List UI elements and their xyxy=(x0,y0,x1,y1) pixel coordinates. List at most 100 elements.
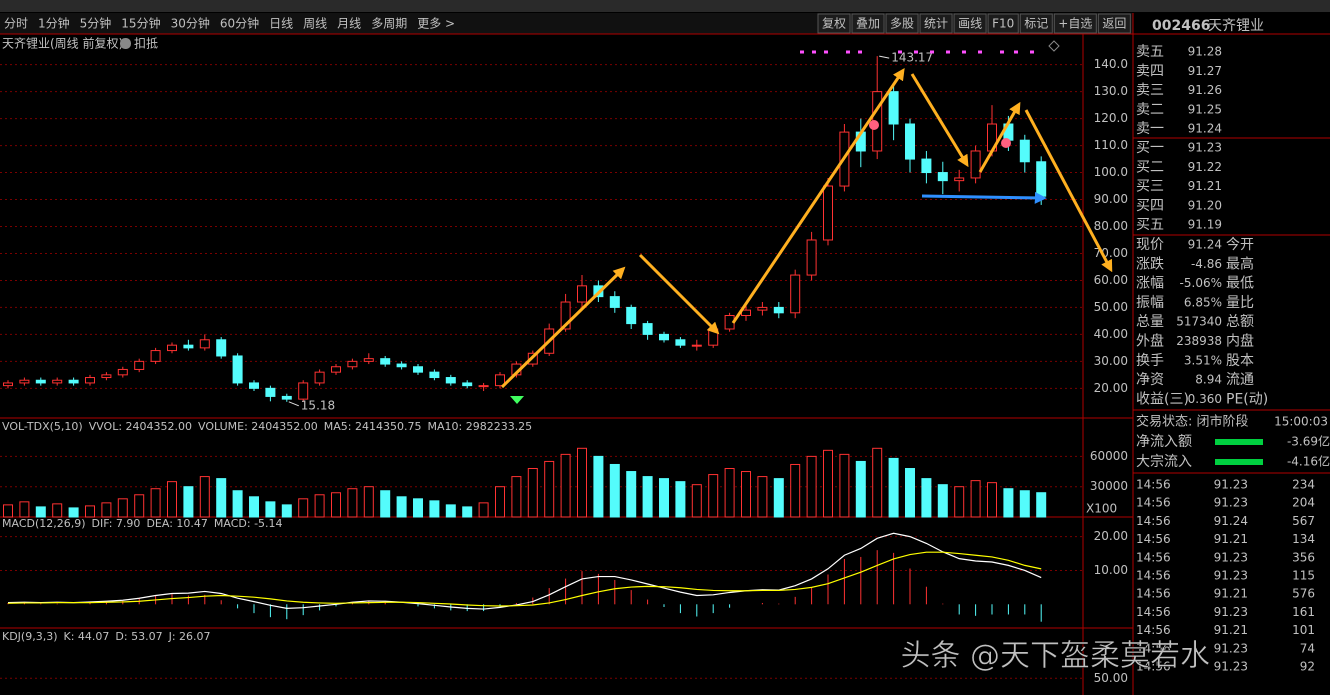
macd-dea-line xyxy=(7,551,1042,607)
tick-price: 91.21 xyxy=(1214,587,1248,601)
macd-dif-line xyxy=(7,532,1042,610)
indicator-header: DIF: 7.90 xyxy=(92,517,141,530)
volume-bar xyxy=(823,449,833,518)
candle-body xyxy=(823,185,833,241)
stat-label: 振幅 xyxy=(1136,295,1164,311)
volume-bar xyxy=(117,498,128,518)
candle-body xyxy=(642,323,653,335)
volume-bar xyxy=(855,460,866,518)
toolbar-button[interactable] xyxy=(987,13,1019,34)
volume-bar xyxy=(806,455,817,518)
candle-body xyxy=(462,382,473,387)
toolbar-button[interactable] xyxy=(953,13,987,34)
candle-body xyxy=(199,339,210,349)
period-tab[interactable]: 月线 xyxy=(337,17,361,31)
stat-value: -4.86 xyxy=(1191,257,1222,271)
volume-bar xyxy=(167,481,177,518)
volume-bar xyxy=(642,476,653,518)
tick-time: 14:56 xyxy=(1136,478,1171,492)
stat-label: 最高 xyxy=(1226,255,1254,272)
volume-bar xyxy=(396,496,407,518)
period-tab[interactable]: 更多 > xyxy=(417,17,455,31)
chart-title: 天齐锂业(周线 前复权) xyxy=(2,36,123,51)
stat-label: 量比 xyxy=(1226,295,1254,311)
volume-bar xyxy=(347,488,358,518)
stat-value: 91.24 xyxy=(1188,238,1222,252)
toolbar-button-label: 统计 xyxy=(924,17,948,31)
volume-bar xyxy=(199,476,210,518)
period-tab[interactable]: 30分钟 xyxy=(171,16,210,31)
candle-body xyxy=(85,377,95,384)
volume-bar xyxy=(888,457,899,518)
y-tick-label: 120.0 xyxy=(1094,111,1128,125)
period-tab[interactable]: 1分钟 xyxy=(38,16,70,31)
y-tick-label: 30000 xyxy=(1090,479,1128,493)
y-tick-label: 20.00 xyxy=(1094,529,1128,543)
stat-label: 换手 xyxy=(1136,352,1164,369)
indicator-header: KDJ(9,3,3) xyxy=(2,630,58,643)
candle-body xyxy=(691,344,702,347)
candle-body xyxy=(216,339,227,357)
indicator-header: VOLUME: 2404352.00 xyxy=(198,420,318,433)
tick-volume: 161 xyxy=(1292,605,1315,619)
stat-label: 现价 xyxy=(1136,237,1164,253)
volume-bar xyxy=(462,506,473,518)
stock-code: 002466 xyxy=(1152,18,1210,34)
period-tab[interactable]: 日线 xyxy=(269,17,293,31)
volume-bar xyxy=(52,503,63,518)
toolbar-button[interactable] xyxy=(851,13,885,34)
candle-body xyxy=(888,91,899,125)
y-tick-label: 110.0 xyxy=(1094,138,1128,152)
volume-bar xyxy=(691,484,702,518)
candle-body xyxy=(150,350,161,362)
toolbar-button[interactable] xyxy=(1019,13,1053,34)
book-price: 91.24 xyxy=(1188,122,1222,136)
toolbar-button[interactable] xyxy=(817,13,851,34)
volume-bar xyxy=(249,496,259,518)
candle-body xyxy=(19,379,30,384)
candle-body xyxy=(281,395,292,400)
tick-price: 91.21 xyxy=(1214,623,1248,637)
book-label: 买二 xyxy=(1136,159,1164,175)
candle-body xyxy=(445,377,456,384)
period-tab[interactable]: 分时 xyxy=(4,17,28,31)
status-time: 15:00:03 xyxy=(1274,415,1328,429)
tick-volume: 234 xyxy=(1292,478,1315,492)
volume-bar xyxy=(3,504,13,518)
tick-price: 91.23 xyxy=(1214,641,1248,655)
stock-name: 天齐锂业 xyxy=(1208,18,1264,34)
volume-bar xyxy=(495,486,505,518)
flow-bar xyxy=(1215,439,1263,445)
diamond-icon xyxy=(1048,40,1060,52)
y-tick-label: 50.00 xyxy=(1094,671,1128,685)
toolbar-button[interactable] xyxy=(1053,13,1097,34)
toolbar-button[interactable] xyxy=(919,13,953,34)
period-tab[interactable]: 15分钟 xyxy=(121,16,160,31)
indicator-header: DEA: 10.47 xyxy=(146,517,207,530)
candle-body xyxy=(429,371,440,379)
toolbar-button[interactable] xyxy=(1097,13,1131,34)
toolbar-button[interactable] xyxy=(885,13,919,34)
stat-label: 外盘 xyxy=(1136,333,1164,350)
tick-volume: 115 xyxy=(1292,569,1315,583)
candle-body xyxy=(314,371,325,384)
volume-bar xyxy=(85,505,95,518)
book-price: 91.26 xyxy=(1188,83,1222,97)
period-tab[interactable]: 多周期 xyxy=(371,17,407,31)
period-tab[interactable]: 5分钟 xyxy=(80,16,112,31)
high-label: 143.17 xyxy=(891,51,933,65)
tick-volume: 356 xyxy=(1292,550,1315,564)
candle-body xyxy=(970,150,981,179)
candle-body xyxy=(52,379,63,384)
y-tick-label: 60000 xyxy=(1090,449,1128,463)
period-tab[interactable]: 60分钟 xyxy=(220,16,259,31)
volume-bar xyxy=(937,484,948,518)
tick-time: 14:56 xyxy=(1136,514,1171,528)
candle-body xyxy=(331,366,341,373)
volume-bar xyxy=(527,468,538,518)
tick-volume: 567 xyxy=(1292,514,1315,528)
volume-unit: X100 xyxy=(1086,502,1117,516)
period-tab[interactable]: 周线 xyxy=(303,17,327,31)
candle-body xyxy=(1036,161,1047,197)
